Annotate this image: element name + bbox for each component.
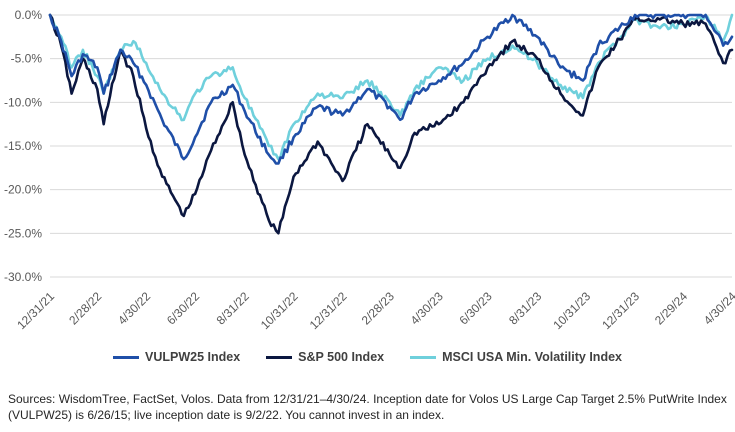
legend-swatch: [266, 355, 293, 359]
x-tick-label: 8/31/23: [506, 289, 544, 327]
x-tick-label: 12/31/23: [599, 289, 642, 332]
legend-swatch: [113, 355, 139, 359]
legend: VULPW25 Index S&P 500 Index MSCI USA Min…: [0, 350, 735, 364]
legend-swatch: [410, 355, 437, 359]
series-line: [48, 13, 734, 235]
series-lines: [48, 13, 734, 235]
y-tick-label: -5.0%: [11, 52, 43, 66]
x-tick-label: 10/31/22: [258, 289, 301, 332]
x-tick-label: 8/31/22: [214, 289, 252, 327]
x-tick-label: 6/30/22: [164, 289, 202, 327]
source-note: Sources: WisdomTree, FactSet, Volos. Dat…: [8, 392, 727, 422]
series-line: [48, 13, 734, 165]
legend-label: S&P 500 Index: [298, 350, 385, 364]
y-tick-label: -15.0%: [4, 139, 42, 153]
x-tick-label: 4/30/24: [701, 289, 735, 327]
y-tick-label: -20.0%: [4, 183, 42, 197]
legend-item: S&P 500 Index: [266, 350, 384, 364]
series-line: [48, 13, 734, 161]
x-tick-label: 4/30/22: [115, 289, 153, 327]
x-axis-tick-labels: 12/31/21 2/28/22 4/30/22 6/30/22 8/31/22 10/3…: [14, 289, 735, 332]
y-tick-label: -30.0%: [4, 270, 42, 284]
x-tick-label: 10/31/23: [550, 289, 593, 332]
x-tick-label: 2/29/24: [652, 289, 690, 327]
y-tick-label: -25.0%: [4, 226, 42, 240]
legend-item: VULPW25 Index: [113, 350, 240, 364]
y-axis-tick-labels: 0.0% -5.0% -10.0% -15.0% -20.0% -25.0% -30.0%: [4, 8, 42, 284]
x-tick-label: 12/31/22: [307, 289, 350, 332]
x-tick-label: 4/30/23: [408, 289, 446, 327]
y-tick-label: 0.0%: [15, 8, 43, 22]
x-tick-label: 6/30/23: [456, 289, 494, 327]
line-chart: 0.0%-5.0%-10.0%-15.0%-20.0%-25.0%-30.0% …: [4, 8, 735, 332]
legend-label: MSCI USA Min. Volatility Index: [442, 350, 622, 364]
legend-item: MSCI USA Min. Volatility Index: [410, 350, 622, 364]
x-tick-label: 2/28/22: [66, 289, 104, 327]
legend-label: VULPW25 Index: [145, 350, 241, 364]
x-tick-label: 12/31/21: [14, 289, 57, 332]
x-tick-label: 2/28/23: [359, 289, 397, 327]
y-tick-label: -10.0%: [4, 95, 42, 109]
